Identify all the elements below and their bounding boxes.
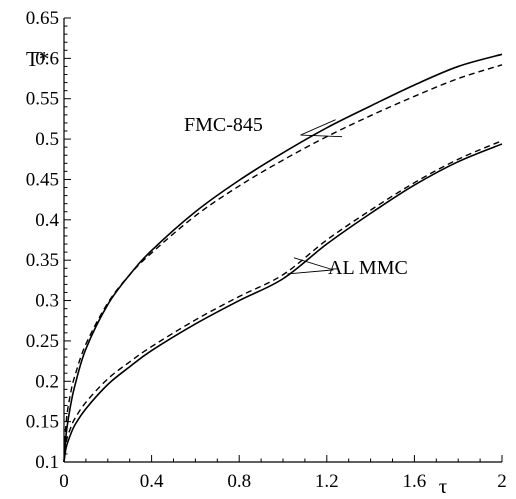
curves xyxy=(63,53,503,463)
x-tick-label: 1.6 xyxy=(403,471,427,492)
al-mmc-solid-curve xyxy=(63,143,503,463)
y-tick-label: 0.4 xyxy=(35,210,59,231)
al-mmc-dashed-curve xyxy=(63,140,503,463)
annotation-leader-line xyxy=(293,257,334,271)
annotation-leader-line xyxy=(300,134,343,138)
annotation-al-mmc: AL MMC xyxy=(328,257,408,279)
y-tick-label: 0.55 xyxy=(26,89,59,110)
annotation-leaders xyxy=(287,119,343,275)
tick-labels: 0.1 0.15 0.2 0.25 0.3 0.35 0.4 0.45 0.5 0.55 0.6 0.… xyxy=(26,8,507,492)
y-axis-label: T* xyxy=(26,47,49,71)
axis-ticks xyxy=(63,17,503,463)
fmc-845-dashed-curve xyxy=(63,64,503,463)
y-tick-label: 0.1 xyxy=(35,452,59,473)
y-tick-label: 0.35 xyxy=(26,250,59,271)
x-tick-label: 1.2 xyxy=(315,471,339,492)
x-tick-label: 0.8 xyxy=(227,471,251,492)
annotation-leader-line xyxy=(287,269,334,275)
y-tick-label: 0.3 xyxy=(35,291,59,312)
y-tick-label: 0.25 xyxy=(26,331,59,352)
y-tick-label: 0.45 xyxy=(26,169,59,190)
fmc-845-solid-curve xyxy=(63,53,503,463)
y-tick-label: 0.15 xyxy=(26,412,59,433)
y-tick-label: 0.5 xyxy=(35,129,59,150)
x-axis-label: τ xyxy=(439,474,447,498)
y-tick-label: 0.65 xyxy=(26,8,59,29)
x-tick-label: 0 xyxy=(59,471,69,492)
annotation-fmc-845: FMC-845 xyxy=(184,114,263,136)
y-tick-label: 0.2 xyxy=(35,371,59,392)
y-tick-label: 0.6 xyxy=(35,48,59,69)
x-tick-label: 0.4 xyxy=(140,471,164,492)
x-tick-label: 2 xyxy=(497,471,507,492)
annotation-leader-line xyxy=(300,119,336,136)
